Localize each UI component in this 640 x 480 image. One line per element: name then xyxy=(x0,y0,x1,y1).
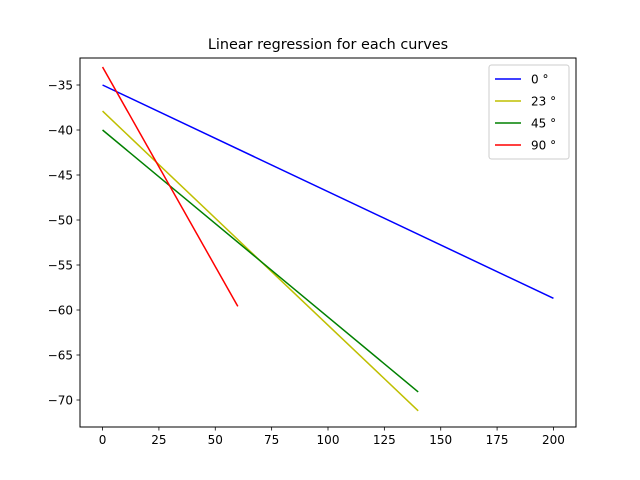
y-axis: −35 −40 −45 −50 −55 −60 −65 −70 xyxy=(48,79,80,408)
y-tick-label-4: −55 xyxy=(48,259,73,273)
legend: 0 ° 23 ° 45 ° 90 ° xyxy=(488,64,570,160)
legend-label-2: 45 ° xyxy=(531,117,556,131)
series-line-0 xyxy=(102,84,554,299)
x-tick-label-7: 175 xyxy=(486,433,509,447)
x-tick-label-3: 75 xyxy=(264,433,279,447)
y-tick-label-3: −50 xyxy=(48,214,73,228)
x-tick-label-4: 100 xyxy=(317,433,340,447)
x-axis: 0 25 50 75 100 125 150 175 200 xyxy=(99,427,565,447)
chart-title: Linear regression for each curves xyxy=(208,37,448,53)
x-tick-label-5: 125 xyxy=(373,433,396,447)
legend-label-1: 23 ° xyxy=(531,95,556,109)
legend-label-3: 90 ° xyxy=(531,139,556,153)
y-tick-label-6: −65 xyxy=(48,349,73,363)
series-layer xyxy=(101,66,554,412)
x-tick-label-8: 200 xyxy=(542,433,565,447)
legend-box xyxy=(488,64,570,160)
y-tick-label-1: −40 xyxy=(48,124,73,138)
x-tick-label-1: 25 xyxy=(151,433,166,447)
y-tick-label-2: −45 xyxy=(48,169,73,183)
x-tick-label-6: 150 xyxy=(429,433,452,447)
x-tick-label-0: 0 xyxy=(99,433,107,447)
series-line-2 xyxy=(102,129,419,393)
legend-label-0: 0 ° xyxy=(531,73,548,87)
series-line-3 xyxy=(101,66,239,307)
y-tick-label-5: −60 xyxy=(48,304,73,318)
y-tick-label-7: −70 xyxy=(48,394,73,408)
x-tick-label-2: 50 xyxy=(208,433,223,447)
y-tick-label-0: −35 xyxy=(48,79,73,93)
